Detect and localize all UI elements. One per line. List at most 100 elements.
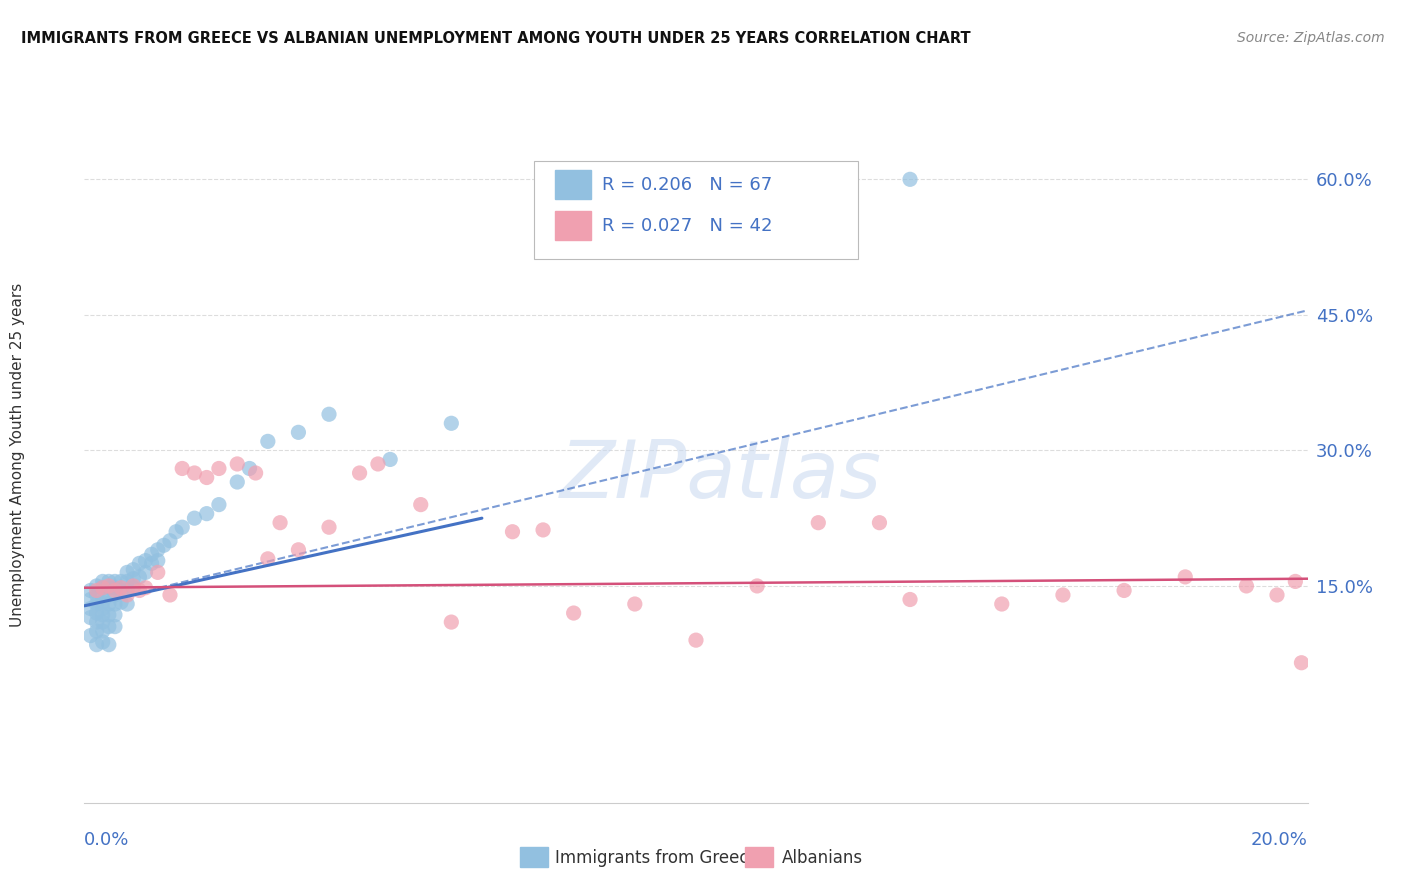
Point (104, 597, 127, 611)
Point (104, 588, 127, 602)
Point (257, 434, 280, 449)
Point (898, 172, 921, 186)
Point (135, 566, 157, 580)
Point (1174, 570, 1197, 584)
Point (146, 542, 169, 557)
Point (97, 581, 120, 595)
Point (97, 579, 120, 593)
Point (1265, 588, 1288, 602)
Point (97, 607, 120, 622)
Point (115, 574, 138, 589)
Point (269, 516, 291, 530)
Point (146, 566, 169, 580)
Point (195, 470, 218, 484)
Point (869, 516, 891, 530)
Point (91, 607, 114, 622)
Point (367, 457, 389, 471)
Point (141, 557, 163, 571)
Point (135, 581, 157, 595)
Point (79, 592, 101, 607)
Point (97, 619, 120, 633)
Point (86, 579, 108, 593)
Point (898, 592, 921, 607)
Point (91, 581, 114, 595)
Point (91, 615, 114, 629)
Point (122, 579, 145, 593)
Point (110, 581, 132, 595)
Point (747, 579, 769, 593)
Point (122, 563, 145, 577)
Point (1236, 579, 1258, 593)
Point (531, 523, 554, 537)
Point (115, 583, 138, 598)
Point (159, 533, 181, 548)
Point (208, 498, 231, 512)
Text: Source: ZipAtlas.com: Source: ZipAtlas.com (1237, 31, 1385, 45)
Point (110, 595, 132, 609)
Point (141, 547, 163, 561)
Point (79, 601, 101, 615)
Point (409, 498, 432, 512)
Point (115, 597, 138, 611)
Point (562, 606, 585, 620)
Point (115, 566, 138, 580)
Point (104, 583, 127, 598)
Text: Albanians: Albanians (782, 849, 863, 867)
Point (110, 583, 132, 598)
Point (245, 466, 267, 480)
Point (86, 615, 108, 629)
Point (146, 554, 169, 568)
Point (79, 629, 101, 643)
Point (172, 520, 194, 534)
Text: R = 0.027   N = 42: R = 0.027 N = 42 (602, 217, 772, 235)
Point (110, 574, 132, 589)
Point (238, 461, 260, 475)
Point (91, 595, 114, 609)
Point (208, 461, 231, 475)
Point (128, 557, 150, 571)
Point (79, 610, 101, 624)
Point (1052, 588, 1074, 602)
Text: 0.0%: 0.0% (84, 830, 129, 848)
Point (91, 635, 114, 649)
Point (440, 615, 463, 629)
Point (122, 572, 145, 586)
Point (183, 466, 205, 480)
Point (97, 638, 120, 652)
Point (1284, 574, 1306, 589)
Point (86, 624, 108, 639)
Point (91, 588, 114, 602)
Point (104, 581, 127, 595)
Point (440, 417, 463, 431)
Point (226, 457, 249, 471)
Point (86, 606, 108, 620)
Point (257, 551, 280, 566)
Point (991, 597, 1014, 611)
Text: IMMIGRANTS FROM GREECE VS ALBANIAN UNEMPLOYMENT AMONG YOUTH UNDER 25 YEARS CORRE: IMMIGRANTS FROM GREECE VS ALBANIAN UNEMP… (21, 31, 970, 46)
Text: Immigrants from Greece: Immigrants from Greece (555, 849, 759, 867)
Point (97, 574, 120, 589)
Point (226, 475, 249, 489)
Point (91, 574, 114, 589)
Text: 20.0%: 20.0% (1251, 830, 1308, 848)
Point (183, 511, 205, 525)
Point (128, 570, 150, 584)
Point (104, 619, 127, 633)
Point (165, 524, 187, 539)
Point (380, 452, 402, 467)
Point (104, 574, 127, 589)
Point (287, 425, 309, 440)
Point (86, 597, 108, 611)
Point (287, 542, 309, 557)
Point (104, 607, 127, 622)
Point (91, 581, 114, 595)
Point (807, 516, 830, 530)
Point (128, 583, 150, 598)
Point (97, 588, 120, 602)
Point (86, 583, 108, 598)
Point (172, 461, 194, 475)
Point (86, 588, 108, 602)
Point (86, 638, 108, 652)
Point (79, 583, 101, 598)
Point (318, 407, 340, 421)
